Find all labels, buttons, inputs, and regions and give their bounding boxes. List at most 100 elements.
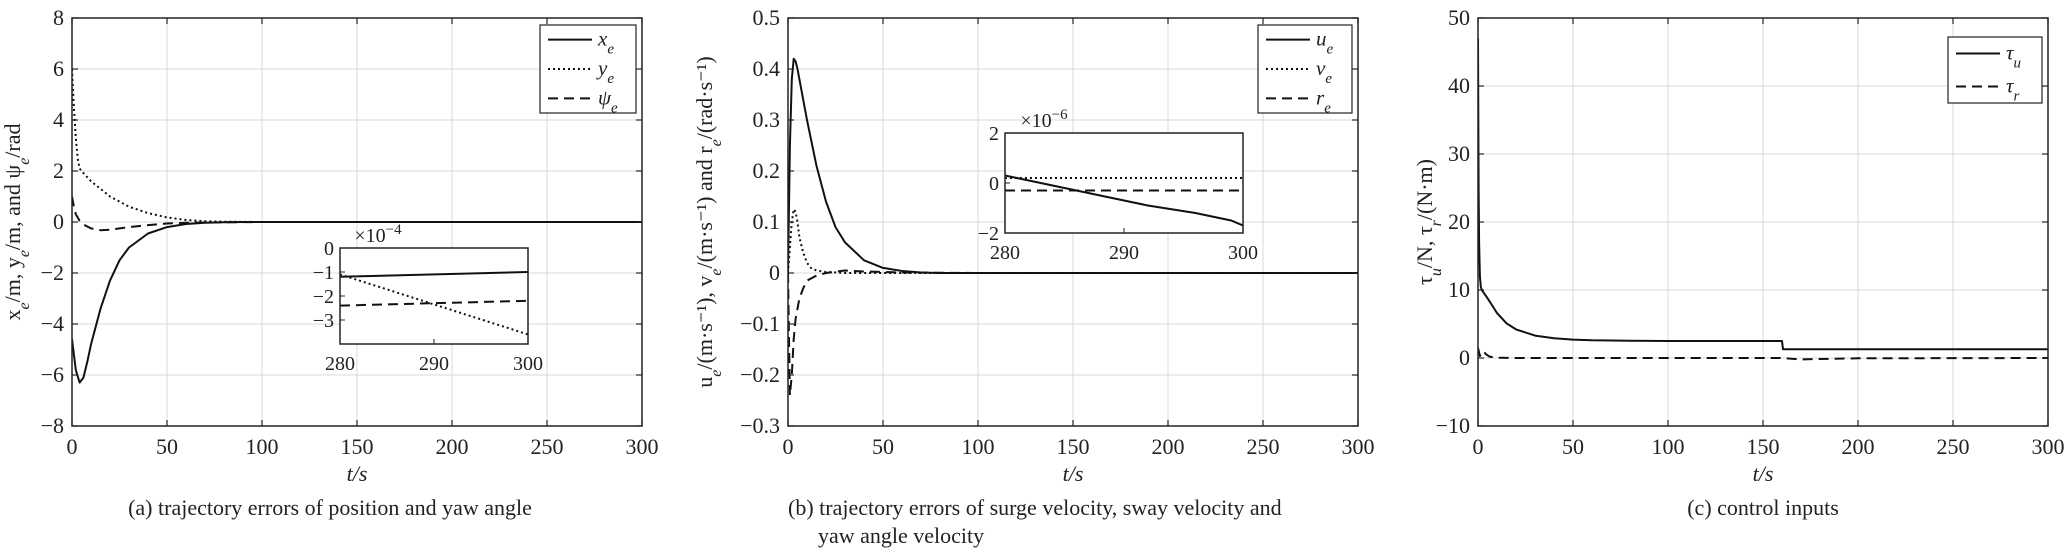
inset-y-tick-label: 2 xyxy=(989,123,999,145)
inset-x-tick-label: 300 xyxy=(1228,242,1258,264)
caption: (b) trajectory errors of surge velocity,… xyxy=(788,495,1282,548)
inset-y-tick-label: −3 xyxy=(313,310,334,332)
y-tick-label: 0.3 xyxy=(753,107,781,132)
x-tick-label: 50 xyxy=(156,434,178,459)
inset-y-tick-label: 0 xyxy=(324,238,334,260)
series-group xyxy=(788,57,1358,397)
series-group xyxy=(72,68,642,384)
inset-exponent: ×10−4 xyxy=(354,222,402,247)
series-line-τ_u xyxy=(1478,38,2048,351)
x-tick-label: 100 xyxy=(246,434,279,459)
y-tick-label: 0.4 xyxy=(753,56,781,81)
inset-y-tick-label: −2 xyxy=(313,286,334,308)
inset-series xyxy=(1005,174,1243,227)
x-tick-label: 200 xyxy=(1152,434,1185,459)
x-tick-label: 0 xyxy=(783,434,794,459)
legend-label: re xyxy=(1316,85,1331,116)
inset-series xyxy=(340,271,528,336)
y-tick-label: −2 xyxy=(41,260,64,285)
legend-label: τr xyxy=(2006,74,2020,105)
chart-1: 0 50 100 150 200 250 300 −0.3 −0.2 −0.1 0 0.1 0.2 0.3… xyxy=(692,5,1375,548)
y-tick-label: 50 xyxy=(1448,5,1470,30)
y-tick-label: −4 xyxy=(41,311,64,336)
y-tick-label: −6 xyxy=(41,362,64,387)
legend-label: ue xyxy=(1316,27,1334,58)
x-tick-label: 250 xyxy=(1937,434,1970,459)
inset-y-tick-label: −1 xyxy=(313,262,334,284)
y-tick-label: 30 xyxy=(1448,141,1470,166)
y-tick-label: 4 xyxy=(53,107,64,132)
y-tick-label: 2 xyxy=(53,158,64,183)
series-line-ψ_e xyxy=(72,196,642,232)
x-tick-label: 200 xyxy=(1842,434,1875,459)
y-tick-label: 0 xyxy=(53,209,64,234)
legend-box xyxy=(1947,36,2043,104)
x-tick-label: 50 xyxy=(1562,434,1584,459)
x-tick-label: 150 xyxy=(1747,434,1780,459)
y-tick-label: −8 xyxy=(41,413,64,438)
x-tick-label: 150 xyxy=(341,434,374,459)
x-axis-label: t/s xyxy=(1063,461,1084,486)
y-axis-label: ue/(m·s⁻¹), ve/(m·s⁻¹) and re/(rad·s⁻¹) xyxy=(692,56,725,387)
series-line-τ_r xyxy=(1478,347,2048,361)
x-tick-label: 300 xyxy=(1342,434,1375,459)
x-tick-label: 100 xyxy=(962,434,995,459)
y-tick-label: −10 xyxy=(1436,413,1470,438)
y-tick-label: −0.2 xyxy=(740,362,780,387)
inset: 280 290 300 0−1−2−3 ×10−4 xyxy=(313,222,543,375)
x-tick-label: 150 xyxy=(1057,434,1090,459)
inset-x-tick-label: 290 xyxy=(1109,242,1139,264)
y-tick-label: 10 xyxy=(1448,277,1470,302)
y-tick-label: 6 xyxy=(53,56,64,81)
inset-bg xyxy=(340,248,528,344)
series-line-r_e xyxy=(788,269,1358,397)
x-tick-label: 100 xyxy=(1652,434,1685,459)
inset-exponent: ×10−6 xyxy=(1020,107,1068,132)
legend-label: ψe xyxy=(598,85,618,116)
y-tick-label: 40 xyxy=(1448,73,1470,98)
inset: 280 290 300 2 0 −2 ×10−6 xyxy=(978,107,1258,264)
x-tick-label: 300 xyxy=(626,434,659,459)
x-tick-label: 250 xyxy=(531,434,564,459)
inset-line-x_e xyxy=(340,271,528,278)
inset-x-tick-label: 280 xyxy=(325,353,355,375)
x-tick-label: 300 xyxy=(2032,434,2065,459)
y-tick-label: 0 xyxy=(769,260,780,285)
inset-y-tick-label: −2 xyxy=(978,223,999,245)
caption: (c) control inputs xyxy=(1687,495,1839,520)
x-axis-label: t/s xyxy=(1753,461,1774,486)
y-tick-label: 0.2 xyxy=(753,158,781,183)
legend-label: τu xyxy=(2006,41,2021,72)
x-axis-label: t/s xyxy=(347,461,368,486)
y-tick-label: 8 xyxy=(53,5,64,30)
legend-label: ye xyxy=(596,56,614,87)
x-tick-label: 0 xyxy=(1473,434,1484,459)
y-tick-label: −0.1 xyxy=(740,311,780,336)
x-tick-label: 50 xyxy=(872,434,894,459)
inset-x-tick-label: 290 xyxy=(419,353,449,375)
y-tick-label: 20 xyxy=(1448,209,1470,234)
inset-x-tick-label: 280 xyxy=(990,242,1020,264)
y-axis-label: xe/m, ye/m, and ψe/rad xyxy=(0,123,33,320)
y-tick-label: 0 xyxy=(1459,345,1470,370)
y-tick-label: 0.5 xyxy=(753,5,781,30)
x-tick-label: 250 xyxy=(1247,434,1280,459)
chart-0: 0 50 100 150 200 250 300 −8 −6 −4 −2 0 2 4 6 8 t/s xe/m, … xyxy=(0,5,659,520)
legend-label: xe xyxy=(597,27,614,58)
y-axis-label: τu/N, τr/(N·m) xyxy=(1412,159,1445,285)
series-group xyxy=(1478,38,2048,361)
caption: (a) trajectory errors of position and ya… xyxy=(128,495,532,520)
y-tick-label: 0.1 xyxy=(753,209,781,234)
inset-x-tick-label: 300 xyxy=(513,353,543,375)
x-tick-label: 0 xyxy=(67,434,78,459)
inset-line-u_e xyxy=(1005,174,1243,227)
inset-y-tick-label: 0 xyxy=(989,173,999,195)
y-tick-label: −0.3 xyxy=(740,413,780,438)
chart-2: 0 50 100 150 200 250 300−1001020304050t/sτu/N,… xyxy=(1412,5,2065,520)
legend-label: ve xyxy=(1316,56,1332,87)
x-tick-label: 200 xyxy=(436,434,469,459)
